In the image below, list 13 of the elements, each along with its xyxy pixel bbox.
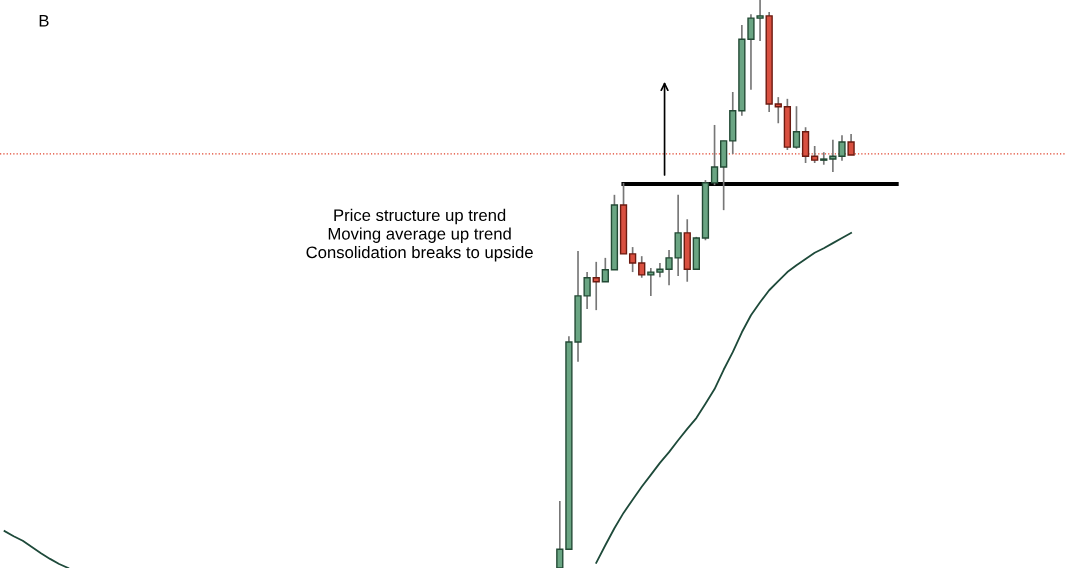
candlestick [710, 124, 719, 187]
candlestick [556, 500, 564, 568]
candlestick [592, 261, 600, 311]
candlestick [792, 105, 801, 150]
candlestick [638, 255, 646, 279]
candlestick [647, 267, 655, 297]
candlestick [774, 96, 782, 125]
candlestick [628, 246, 637, 273]
annotation: Price structure up trend Moving average up trend Consolidation breaks to upside [306, 208, 533, 262]
candlestick [820, 151, 828, 166]
annotation: B [39, 15, 49, 27]
candlestick [601, 257, 609, 283]
candlestick [847, 133, 855, 156]
